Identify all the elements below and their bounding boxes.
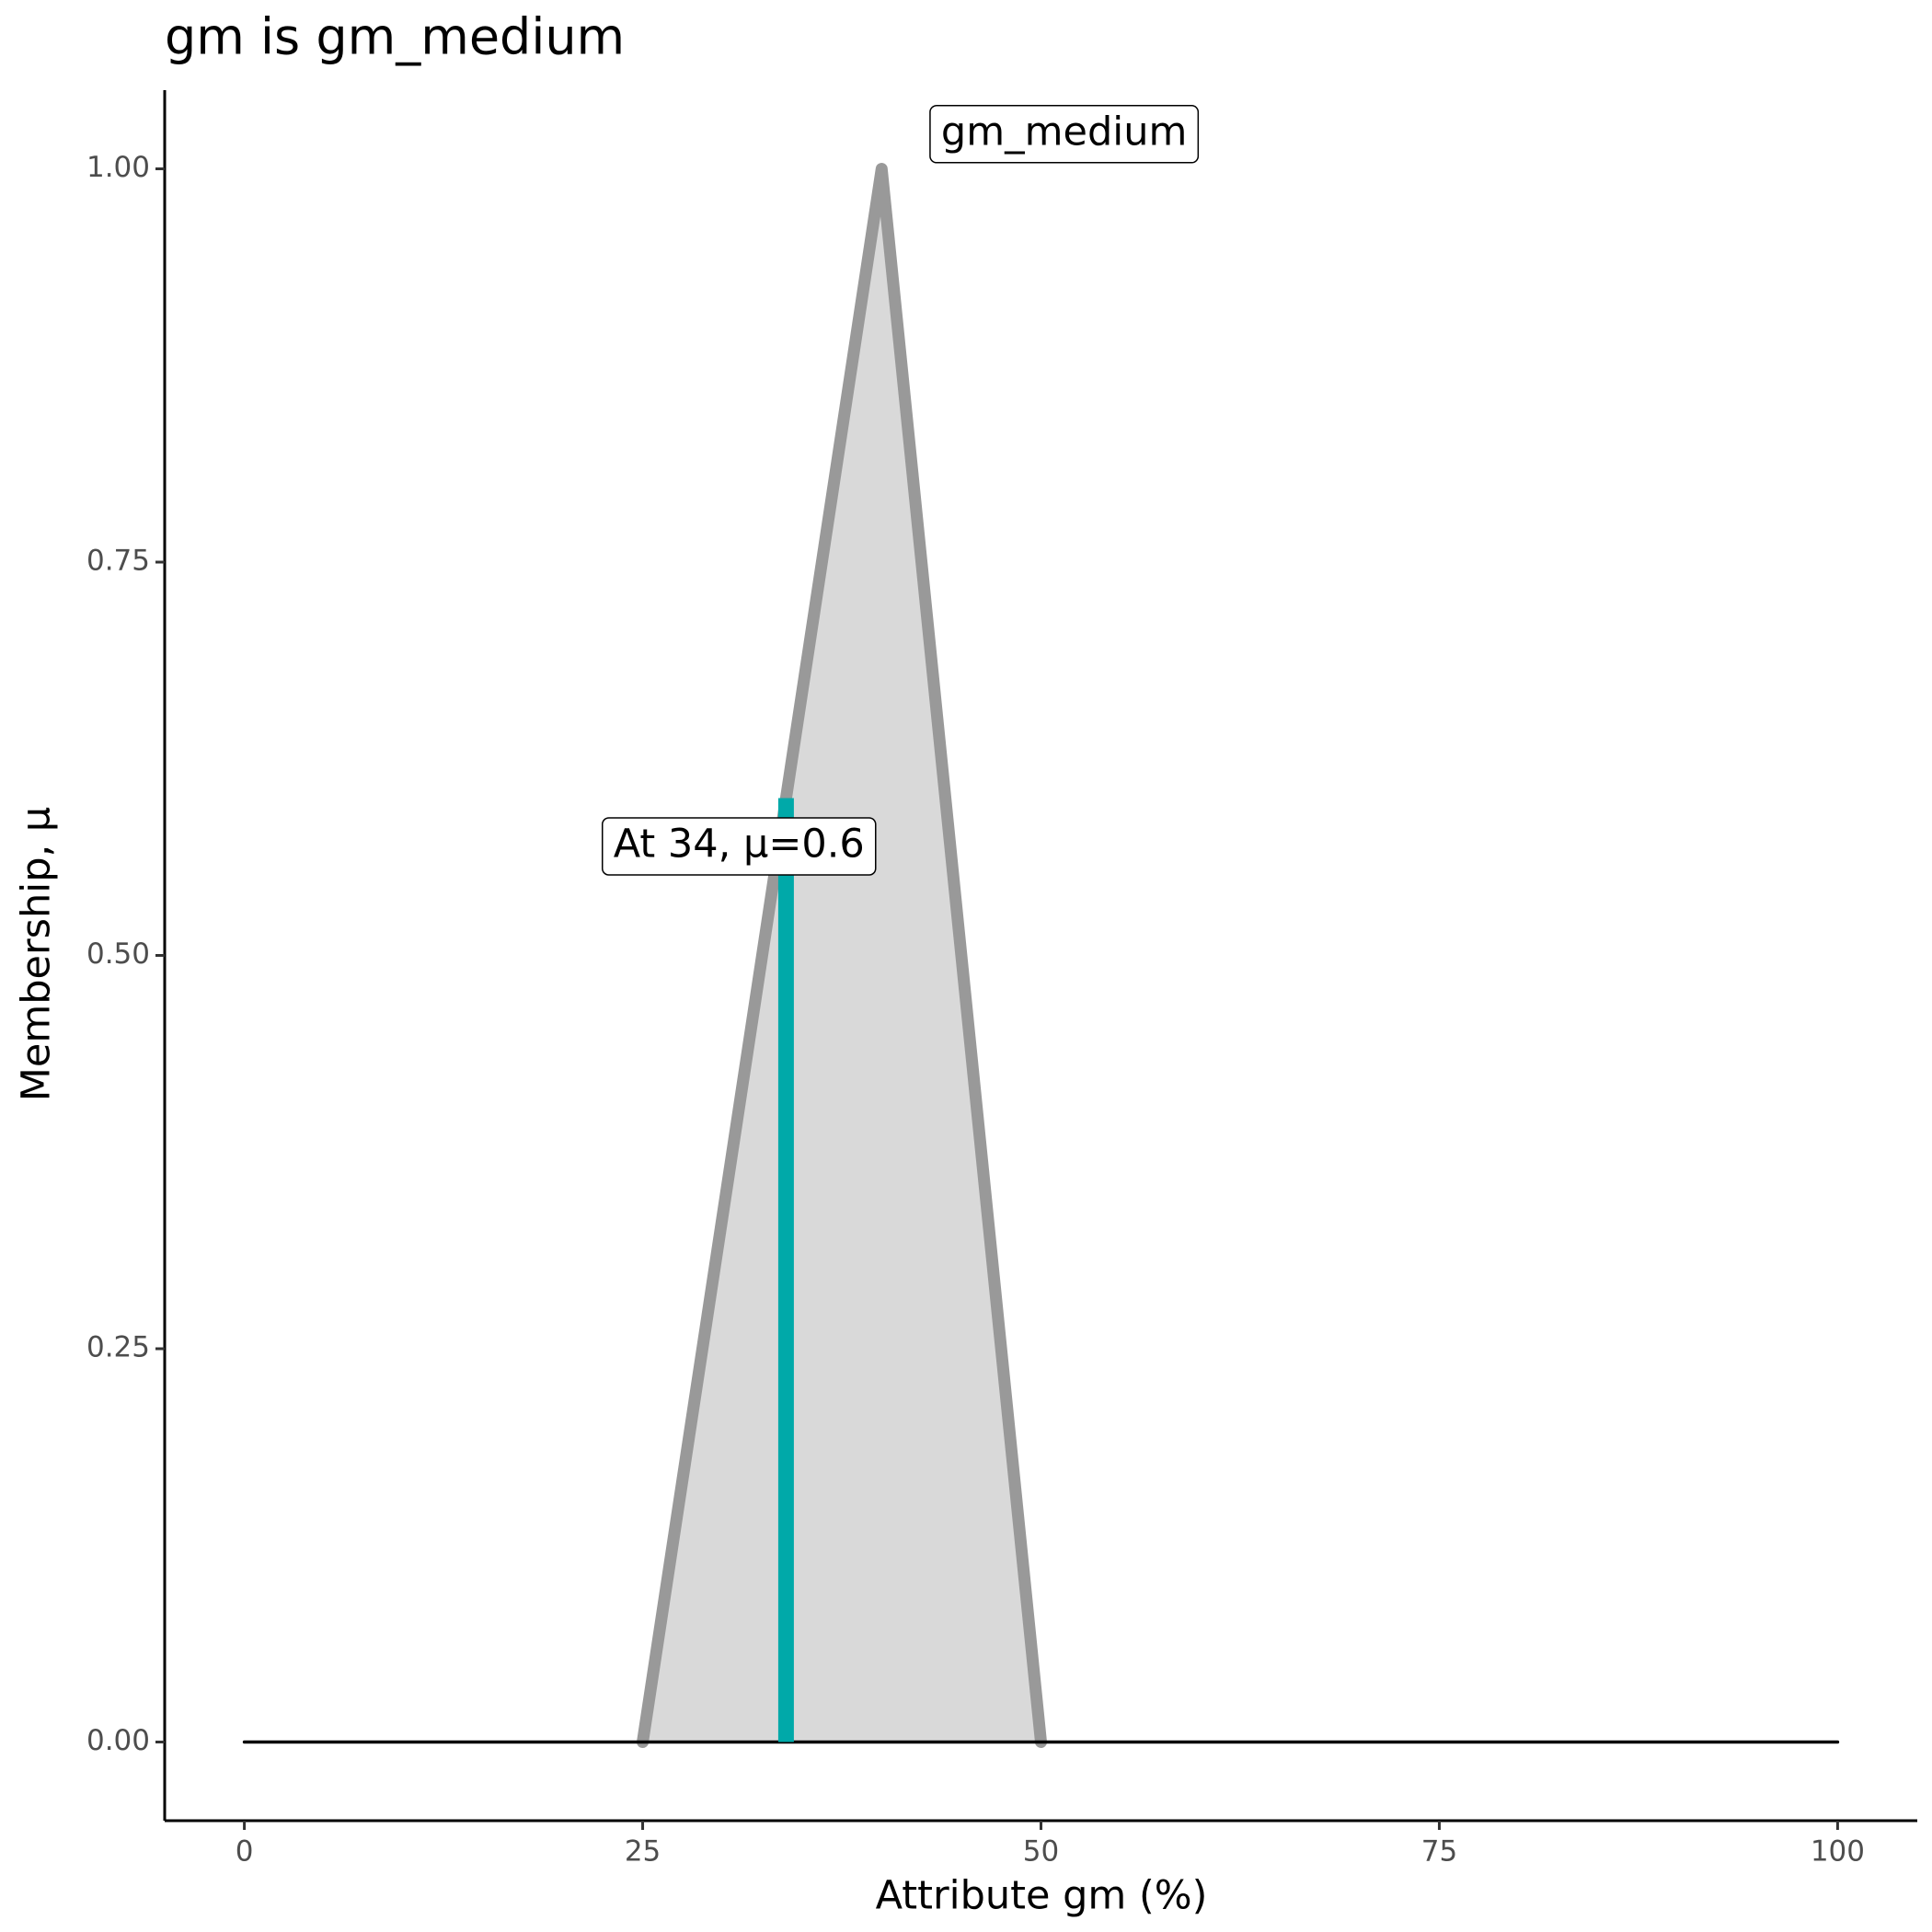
label-box	[601, 817, 877, 876]
x-tick-label: 50	[1023, 1835, 1059, 1869]
annotation: gm_medium	[941, 109, 1187, 155]
x-tick-label: 0	[236, 1835, 254, 1869]
y-tick-label: 1.00	[86, 151, 150, 184]
x-tick-label: 100	[1811, 1835, 1865, 1869]
y-tick-label: 0.00	[86, 1724, 150, 1757]
annotation: At 34, μ=0.6	[614, 822, 865, 868]
x-tick-label: 75	[1421, 1835, 1457, 1869]
line	[637, 163, 1047, 1748]
chart-title: gm is gm_medium	[165, 8, 625, 66]
x-tick-label: 25	[625, 1835, 661, 1869]
label-box	[929, 105, 1200, 164]
area	[642, 168, 1041, 1742]
y-tick-label: 0.50	[86, 937, 150, 971]
y-tick-label: 0.25	[86, 1331, 150, 1364]
x-axis-title: Attribute gm (%)	[876, 1873, 1208, 1919]
y-axis-title: Membership, μ	[14, 807, 60, 1101]
y-tick-label: 0.75	[86, 545, 150, 578]
